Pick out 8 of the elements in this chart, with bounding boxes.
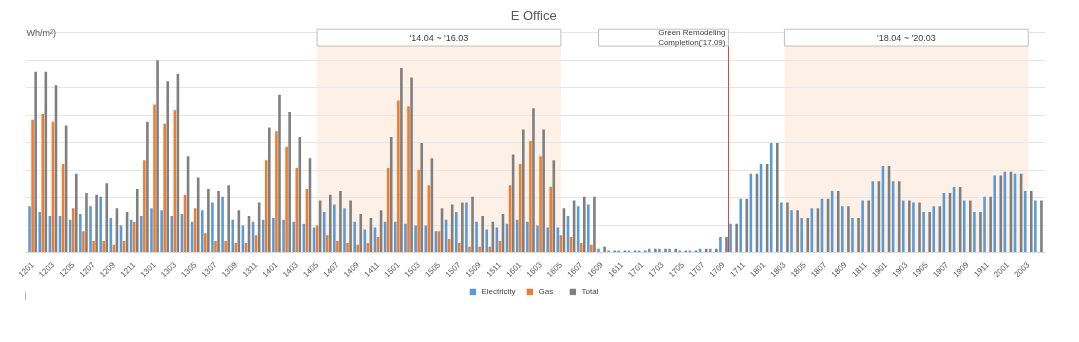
chart-title: E Office [510,7,557,23]
band-label: '18.04 ~ '20.03 [876,32,936,43]
y-axis-title: Wh/m²) [26,27,57,38]
band-label: '14.04 ~ '16.03 [409,32,469,43]
legend-label: Total [581,286,600,296]
legend-label: Gas [538,286,555,296]
ref-line-label: Green Remodeling Completion('17.09) [658,28,726,48]
legend-label: Electricity [481,286,516,296]
